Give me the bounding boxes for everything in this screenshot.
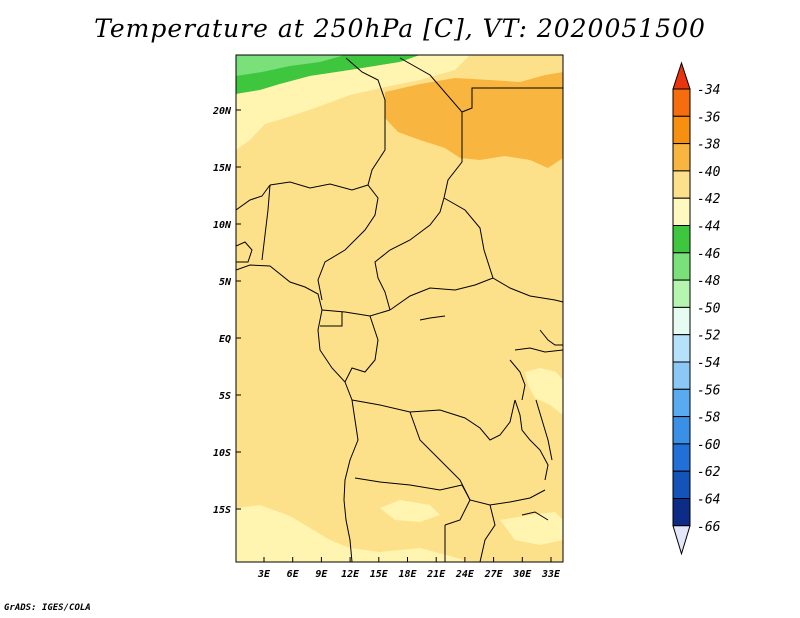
- colorbar-label: -44: [697, 220, 720, 235]
- colorbar-label: -56: [697, 383, 721, 398]
- lat-tick-label: 5N: [219, 277, 232, 288]
- colorbar-swatch: [672, 197, 691, 226]
- colorbar-label: -52: [697, 329, 721, 344]
- colorbar-label: -66: [697, 520, 721, 535]
- colorbar-swatch: [672, 416, 691, 445]
- colorbar-label: -48: [697, 274, 721, 289]
- lon-tick-label: 33E: [541, 569, 561, 580]
- latitude-ticks: 20N 15N 10N 5N EQ 5S 10S 15S: [212, 106, 241, 516]
- lon-tick-label: 12E: [341, 569, 360, 580]
- colorbar-label: -62: [697, 465, 721, 480]
- colorbar-label: -36: [697, 110, 721, 125]
- colorbar-label: -58: [697, 411, 721, 426]
- temperature-light-yellow-patch-east: [525, 368, 563, 415]
- map-frame: [235, 54, 564, 563]
- colorbar-bottom-arrow: [672, 525, 691, 556]
- colorbar-label: -64: [697, 493, 720, 508]
- country-borders: [236, 57, 563, 562]
- lon-tick-label: 30E: [512, 569, 532, 580]
- lat-tick-label: EQ: [219, 334, 231, 345]
- colorbar-label: -34: [697, 83, 720, 98]
- lat-tick-label: 15S: [213, 505, 231, 516]
- chart-title: Temperature at 250hPa [C], VT: 202005150…: [94, 14, 706, 43]
- lon-tick-label: 9E: [315, 569, 328, 580]
- lon-tick-label: 18E: [398, 569, 417, 580]
- colorbar-swatch: [672, 115, 691, 145]
- colorbar-swatch: [672, 88, 691, 117]
- colorbar-swatch: [672, 470, 691, 500]
- lat-tick-label: 10S: [213, 448, 231, 459]
- colorbar-swatch: [672, 306, 691, 336]
- lon-tick-label: 15E: [370, 569, 389, 580]
- colorbar-label: -40: [697, 165, 721, 180]
- colorbar-swatch: [672, 361, 691, 390]
- colorbar-label: -60: [697, 438, 721, 453]
- colorbar-label: -46: [697, 247, 721, 262]
- colorbar-label: -38: [697, 138, 721, 153]
- temperature-field: [236, 55, 563, 562]
- grads-credit: GrADS: IGES/COLA: [4, 603, 91, 613]
- lat-tick-label: 20N: [212, 106, 232, 117]
- colorbar-swatch: [672, 279, 691, 308]
- temperature-light-yellow-region-north: [236, 55, 470, 150]
- colorbar: -34 -36 -38 -40 -42 -44 -46 -48 -50 -52 -54 -56 -58 -…: [672, 61, 721, 556]
- colorbar-swatch: [672, 388, 691, 418]
- lat-tick-label: 15N: [213, 163, 232, 174]
- colorbar-swatch: [672, 143, 691, 172]
- lon-tick-label: 24E: [455, 569, 475, 580]
- colorbar-swatch: [672, 443, 691, 472]
- colorbar-top-arrow: [672, 61, 691, 90]
- lat-tick-label: 10N: [213, 220, 232, 231]
- lon-tick-label: 27E: [484, 569, 504, 580]
- colorbar-label: -54: [697, 356, 720, 371]
- colorbar-swatch: [672, 170, 691, 199]
- colorbar-swatch: [672, 225, 691, 254]
- temperature-warm-band: [385, 72, 563, 168]
- colorbar-swatch: [672, 498, 691, 527]
- temperature-light-yellow-region-south: [236, 505, 470, 562]
- temperature-light-green-region: [236, 55, 345, 76]
- lat-tick-label: 5S: [219, 391, 231, 402]
- temperature-light-yellow-patch-southeast: [500, 512, 563, 545]
- lon-tick-label: 3E: [257, 569, 271, 580]
- colorbar-swatch: [672, 334, 691, 363]
- temperature-light-yellow-patch: [380, 500, 440, 522]
- colorbar-label: -50: [697, 301, 721, 316]
- colorbar-swatch: [672, 252, 691, 281]
- lon-tick-label: 21E: [426, 569, 446, 580]
- longitude-ticks: 3E 6E 9E 12E 15E 18E 21E 24E 27E 30E 33E: [257, 557, 561, 580]
- lon-tick-label: 6E: [287, 569, 300, 580]
- colorbar-label: -42: [697, 192, 721, 207]
